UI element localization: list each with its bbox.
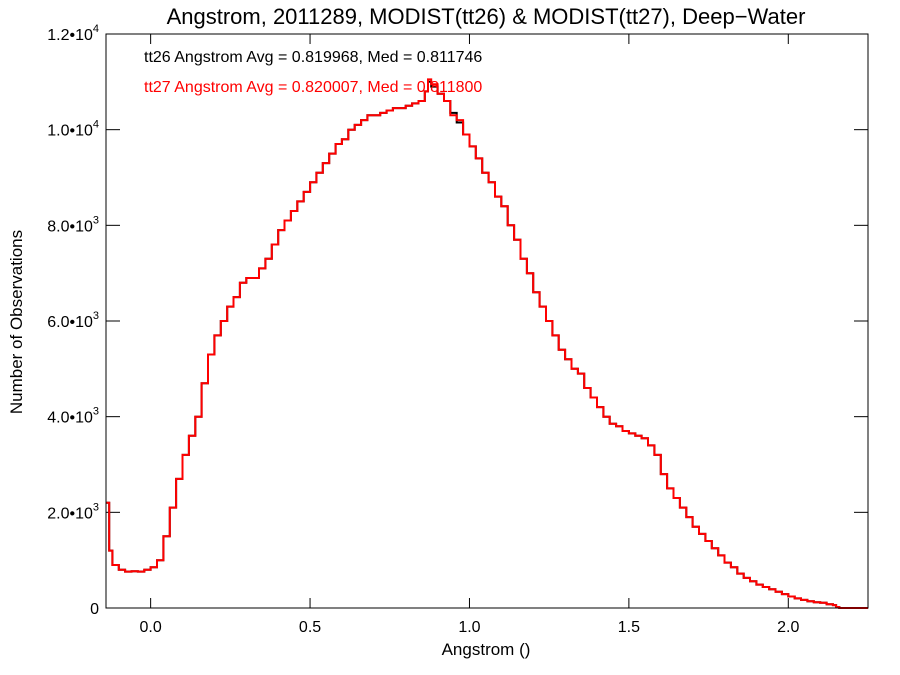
x-tick-label: 2.0 — [777, 619, 799, 636]
x-tick-label: 1.0 — [458, 619, 480, 636]
annotation-tt26: tt26 Angstrom Avg = 0.819968, Med = 0.81… — [144, 49, 482, 66]
y-axis-label: Number of Observations — [7, 230, 26, 414]
x-tick-label: 1.5 — [618, 619, 640, 636]
series-line-tt26 — [106, 80, 868, 609]
y-tick-exponent: 3 — [93, 214, 99, 226]
y-tick-exponent: 3 — [93, 406, 99, 418]
x-tick-label: 0.0 — [140, 619, 162, 636]
x-axis-label: Angstrom () — [442, 640, 531, 659]
annotation-tt27: tt27 Angstrom Avg = 0.820007, Med = 0.81… — [144, 79, 482, 96]
y-tick-label: 1.0•104 — [47, 119, 99, 140]
y-tick-exponent: 4 — [93, 119, 99, 131]
y-tick-label: 8.0•103 — [47, 214, 99, 235]
y-tick-mantissa: 1.2•10 — [47, 27, 93, 44]
y-tick-mantissa: 6.0•10 — [47, 314, 93, 331]
y-tick-label: 4.0•103 — [47, 406, 99, 427]
y-tick-exponent: 3 — [93, 501, 99, 513]
y-tick-mantissa: 1.0•10 — [47, 123, 93, 140]
y-tick-mantissa: 2.0•10 — [47, 505, 93, 522]
y-tick-label: 1.2•104 — [47, 23, 99, 44]
chart-title: Angstrom, 2011289, MODIST(tt26) & MODIST… — [167, 4, 806, 29]
y-tick-exponent: 4 — [93, 23, 99, 35]
y-tick-mantissa: 8.0•10 — [47, 218, 93, 235]
series-layer — [106, 78, 868, 609]
y-tick-label: 2.0•103 — [47, 501, 99, 522]
plot-frame — [105, 33, 869, 609]
series-line-tt27 — [106, 78, 868, 609]
x-tick-label: 0.5 — [299, 619, 321, 636]
y-tick-exponent: 3 — [93, 310, 99, 322]
x-axis-ticks: 0.0 0.5 1.0 1.5 2.0 — [140, 34, 800, 636]
y-tick-label: 0 — [90, 601, 99, 618]
y-tick-label: 6.0•103 — [47, 310, 99, 331]
y-tick-mantissa: 0 — [90, 601, 99, 618]
y-tick-mantissa: 4.0•10 — [47, 410, 93, 427]
